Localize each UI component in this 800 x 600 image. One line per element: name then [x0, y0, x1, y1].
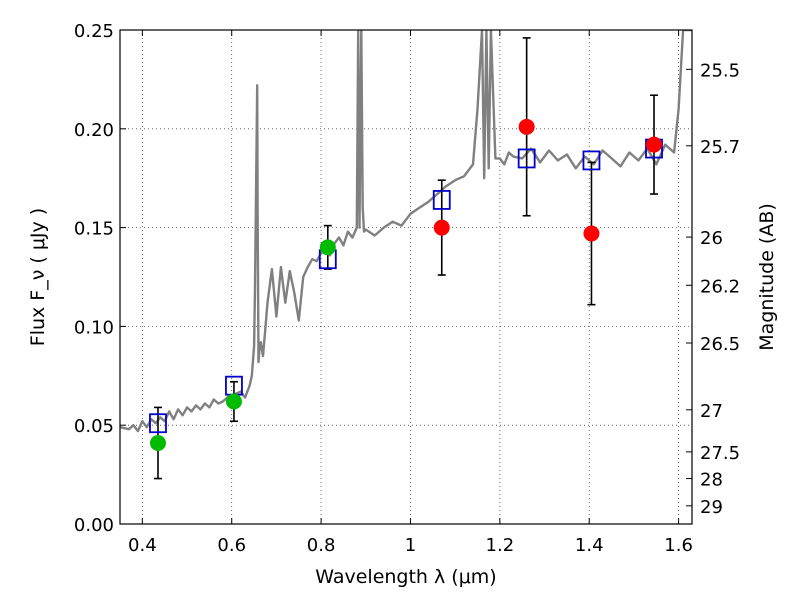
y-tick-label: 0.25	[74, 21, 114, 42]
plot-frame	[119, 29, 693, 525]
x-tick-label: 0.6	[217, 535, 246, 556]
x-tick-label: 1.2	[486, 535, 515, 556]
observed-flux-point	[319, 239, 336, 256]
data-markers	[149, 118, 663, 451]
y-axis-title: Flux F_ν ( μJy )	[27, 208, 49, 346]
magnitude-tick-label: 25.7	[700, 137, 740, 158]
x-tick-label: 0.4	[128, 535, 157, 556]
axis-ticks: 0.4 0.6 0.8 1 1.2 1.4 1.6 0.00 0.05 0.10 0.15 0.20 0…	[74, 21, 740, 556]
model-photometry-square	[517, 148, 536, 169]
model-photometry-square	[149, 413, 167, 434]
magnitude-tick-label: 26.5	[700, 334, 740, 355]
model-photometry-square	[432, 190, 451, 210]
y2-axis-title: Magnitude (AB)	[756, 203, 778, 351]
y-tick-label: 0.10	[74, 317, 114, 338]
observed-flux-point	[583, 225, 600, 242]
observed-flux-point	[646, 136, 663, 153]
x-tick-label: 0.8	[307, 535, 336, 556]
y-tick-label: 0.20	[74, 120, 114, 141]
magnitude-tick-label: 26.2	[700, 276, 740, 297]
observed-flux-point	[433, 219, 450, 236]
x-tick-label: 1	[405, 535, 416, 556]
magnitude-tick-label: 27	[700, 401, 723, 422]
magnitude-tick-label: 25.5	[700, 60, 740, 81]
observed-flux-point	[518, 118, 535, 135]
y-tick-label: 0.15	[74, 219, 114, 240]
observed-flux-point	[225, 393, 242, 410]
magnitude-tick-label: 26	[700, 228, 723, 249]
magnitude-tick-label: 29	[700, 497, 723, 518]
observed-flux-point	[149, 434, 166, 451]
x-tick-label: 1.4	[575, 535, 604, 556]
y-tick-label: 0.05	[74, 416, 114, 437]
magnitude-tick-label: 27.5	[700, 443, 740, 464]
model-photometry-square	[582, 150, 601, 171]
magnitude-tick-label: 28	[700, 470, 723, 491]
x-tick-label: 1.6	[664, 535, 693, 556]
x-axis-title: Wavelength λ (μm)	[315, 566, 496, 588]
y-tick-label: 0.00	[74, 515, 114, 536]
